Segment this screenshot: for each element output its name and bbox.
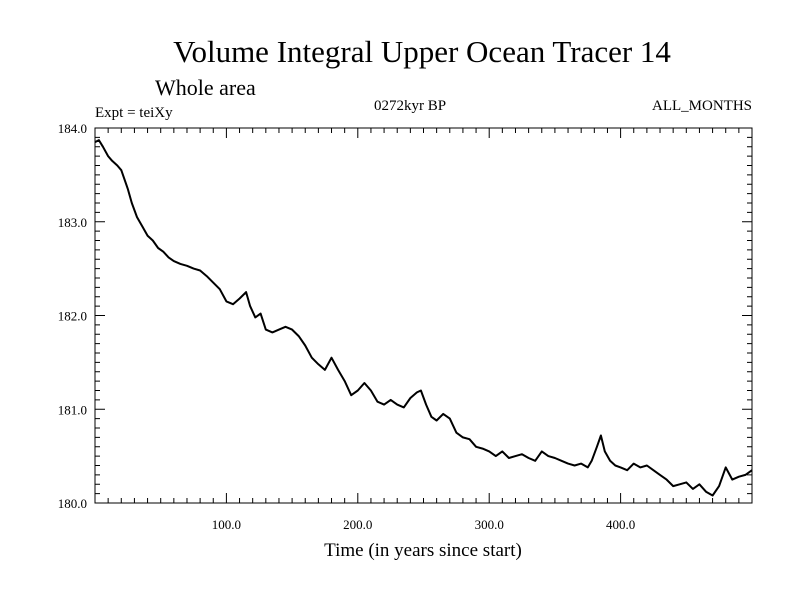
y-tick-group: 180.0 181.0 182.0 183.0 184.0 [58,121,752,511]
y-tick-label: 184.0 [58,121,87,136]
chart-title: Volume Integral Upper Ocean Tracer 14 [173,34,671,69]
x-tick-group: 100.0 200.0 300.0 400.0 [107,128,740,532]
series-line [94,139,753,497]
series-group [94,139,753,497]
period-label: 0272kyr BP [374,98,446,114]
chart-subtitle: Whole area [155,75,256,100]
x-axis-label: Time (in years since start) [324,540,522,561]
y-tick-label: 181.0 [58,402,87,417]
y-tick-label: 183.0 [58,215,87,230]
x-tick-label: 200.0 [343,517,372,532]
plot-frame [94,127,753,504]
y-tick-label: 180.0 [58,496,87,511]
x-tick-label: 300.0 [475,517,504,532]
x-tick-label: 100.0 [212,517,241,532]
x-tick-label: 400.0 [606,517,635,532]
months-label: ALL_MONTHS [652,98,752,114]
expt-label: Expt = teiXy [95,105,173,121]
y-tick-label: 182.0 [58,309,87,324]
